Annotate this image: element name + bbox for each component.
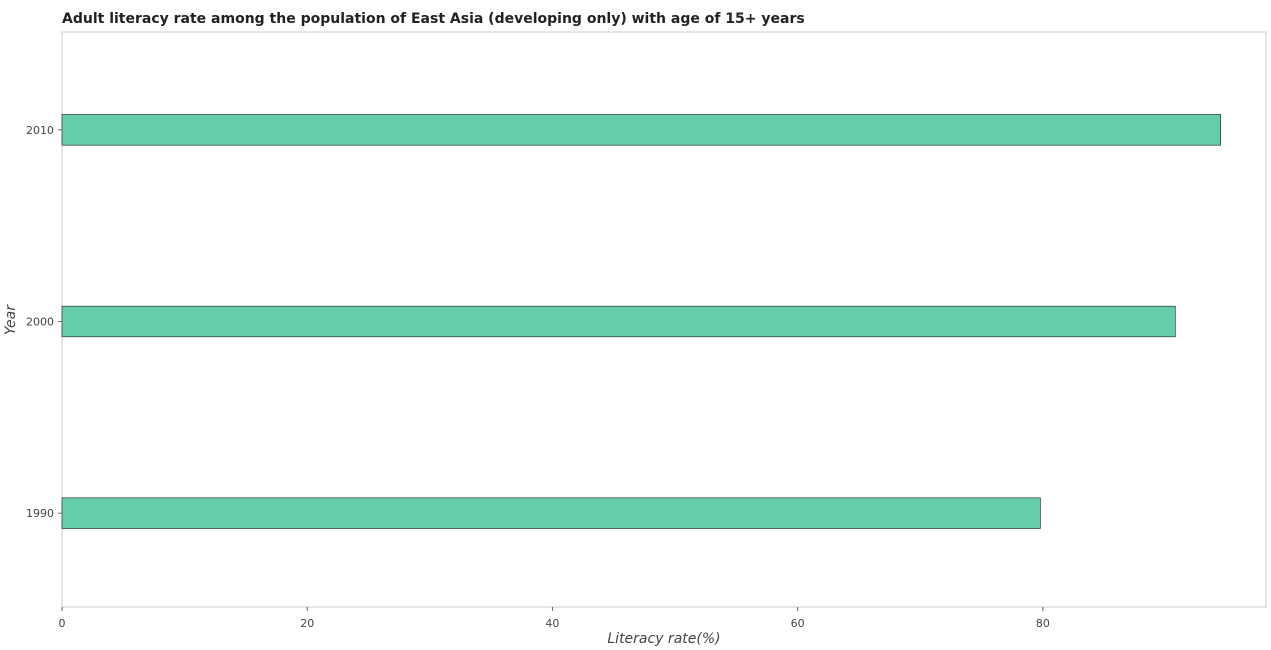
x-tick-label: 60: [791, 617, 805, 630]
x-axis-label: Literacy rate(%): [607, 631, 720, 647]
y-tick-label: 2010: [26, 124, 54, 137]
x-tick-label: 80: [1036, 617, 1050, 630]
y-tick-label: 2000: [26, 316, 54, 329]
y-tick-label: 1990: [26, 507, 54, 520]
y-axis-label: Year: [3, 304, 19, 335]
chart-title: Adult literacy rate among the population…: [62, 11, 805, 27]
bar-2010: [61, 114, 1221, 146]
x-tick-label: 20: [300, 617, 314, 630]
x-tick-label: 40: [545, 617, 559, 630]
x-tick-label: 0: [59, 617, 66, 630]
bar-1990: [61, 497, 1041, 529]
bar-2000: [61, 305, 1176, 338]
